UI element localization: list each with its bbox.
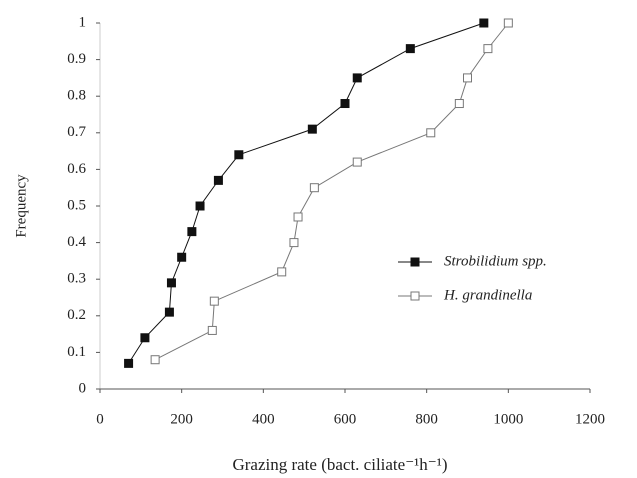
x-tick-label: 400	[252, 411, 275, 427]
y-tick-label: 0.9	[67, 51, 86, 67]
x-tick-label: 200	[170, 411, 193, 427]
data-point	[352, 157, 362, 167]
data-point	[124, 358, 134, 368]
y-tick-label: 0	[79, 380, 87, 396]
legend-label: H. grandinella	[443, 287, 532, 303]
data-point	[150, 355, 160, 365]
y-tick-label: 0.6	[67, 161, 86, 177]
data-point	[463, 73, 472, 83]
data-point	[405, 44, 415, 54]
x-tick-label: 0	[96, 411, 104, 427]
data-point	[177, 252, 187, 262]
series-line	[128, 22, 484, 364]
data-point	[293, 212, 303, 222]
series-line	[154, 22, 509, 361]
y-tick-label: 0.7	[67, 124, 86, 140]
data-point	[309, 183, 319, 193]
data-point	[454, 99, 464, 109]
y-axis-label: Frequency	[13, 174, 29, 238]
y-tick-label: 0.1	[67, 344, 86, 360]
data-point	[503, 18, 513, 28]
y-tick-label: 0.4	[67, 234, 86, 250]
data-point	[166, 278, 176, 288]
data-point	[479, 18, 489, 28]
x-tick-label: 600	[334, 411, 357, 427]
data-point	[195, 201, 205, 211]
legend-label: Strobilidium spp.	[444, 253, 547, 269]
data-point	[213, 175, 223, 185]
legend-marker	[410, 257, 420, 267]
y-tick-label: 0.3	[67, 271, 86, 287]
data-point	[483, 44, 493, 54]
y-tick-label: 0.5	[67, 197, 86, 213]
x-tick-label: 800	[415, 411, 438, 427]
data-point	[277, 267, 287, 277]
x-tick-label: 1000	[493, 411, 523, 427]
legend-marker	[410, 291, 420, 301]
data-point	[289, 238, 299, 248]
data-point	[164, 307, 174, 317]
y-tick-label: 0.8	[67, 88, 86, 104]
data-point	[426, 128, 436, 138]
data-point	[234, 150, 244, 160]
data-point	[307, 124, 317, 134]
x-tick-label: 1200	[575, 411, 605, 427]
x-axis-label: Grazing rate (bact. ciliate⁻¹h⁻¹)	[232, 455, 447, 474]
data-point	[340, 99, 350, 109]
data-point	[352, 73, 362, 83]
y-tick-label: 0.2	[67, 307, 86, 323]
data-point	[209, 296, 219, 306]
y-tick-label: 1	[79, 14, 87, 30]
data-point	[187, 227, 197, 237]
data-point	[140, 333, 150, 343]
data-point	[207, 325, 217, 335]
